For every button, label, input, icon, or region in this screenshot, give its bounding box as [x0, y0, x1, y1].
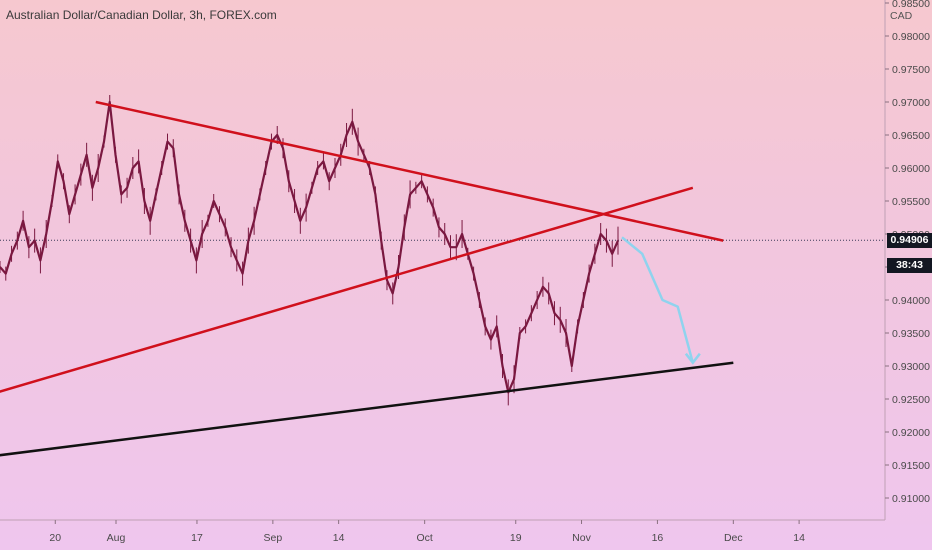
y-tick-label: 0.91500 [892, 460, 930, 472]
x-tick-label: 19 [510, 532, 522, 544]
forecast-path [621, 236, 695, 364]
x-tick-label: 14 [333, 532, 345, 544]
x-tick-label: 17 [191, 532, 203, 544]
y-tick-label: 0.93000 [892, 361, 930, 373]
y-tick-label: 0.96500 [892, 130, 930, 142]
y-tick-label: 0.98000 [892, 31, 930, 43]
price-series-line [0, 100, 620, 394]
chart-title: Australian Dollar/Canadian Dollar, 3h, F… [6, 8, 277, 22]
y-tick-label: 0.91000 [892, 493, 930, 505]
x-tick-label: Nov [572, 532, 591, 544]
x-tick-label: 20 [49, 532, 61, 544]
y-tick-label: 0.92000 [892, 427, 930, 439]
y-tick-label: 0.96000 [892, 163, 930, 175]
x-tick-label: Oct [416, 532, 432, 544]
y-tick-label: 0.93500 [892, 328, 930, 340]
x-tick-label: 14 [793, 532, 805, 544]
y-tick-label: 0.98500 [892, 0, 930, 10]
last-price-tag: 0.94906 [887, 233, 932, 249]
currency-label: CAD [890, 10, 913, 22]
countdown-timer-tag: 38:43 [887, 258, 932, 273]
y-tick-label: 0.97500 [892, 64, 930, 76]
descending-resistance-line [95, 100, 724, 242]
y-tick-label: 0.97000 [892, 97, 930, 109]
y-tick-label: 0.92500 [892, 394, 930, 406]
forecast-arrowhead [684, 352, 701, 365]
x-tick-label: 16 [652, 532, 664, 544]
x-tick-label: Dec [724, 532, 743, 544]
y-tick-label: 0.95500 [892, 196, 930, 208]
x-tick-label: Aug [107, 532, 126, 544]
ascending-trendline-line [0, 186, 694, 393]
y-tick-label: 0.94000 [892, 295, 930, 307]
support-line [0, 361, 734, 457]
x-tick-label: Sep [264, 532, 283, 544]
